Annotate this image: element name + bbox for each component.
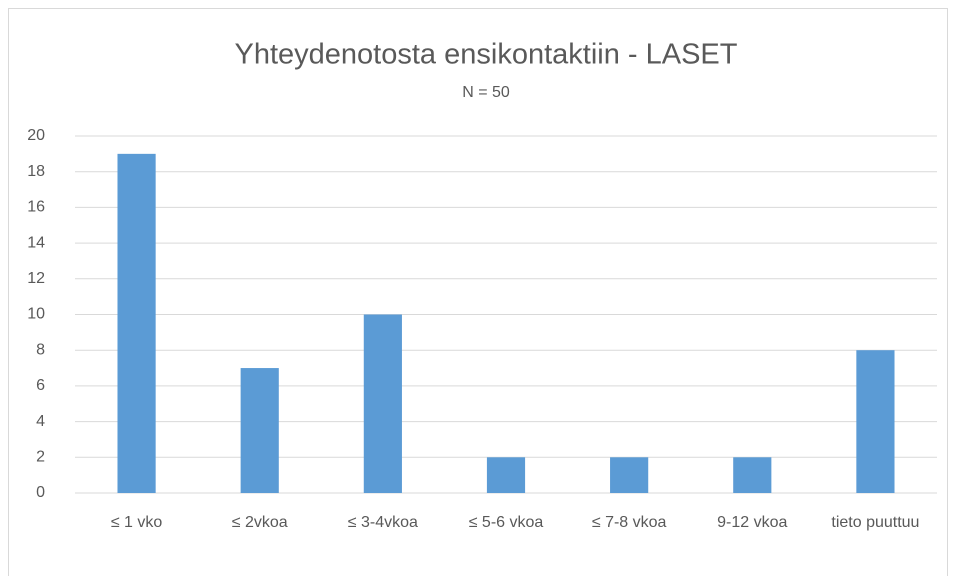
bar (856, 350, 895, 493)
bar (486, 457, 526, 493)
x-tick-label: ≤ 2vkoa (232, 514, 288, 531)
bar (117, 153, 156, 493)
y-tick-label: 2 (36, 449, 45, 466)
chart-title: Yhteydenotosta ensikontaktiin - LASET (235, 39, 738, 71)
y-tick-label: 8 (36, 341, 45, 358)
x-tick-label: ≤ 1 vko (111, 514, 163, 531)
y-tick-label: 12 (27, 270, 45, 287)
y-tick-label: 18 (27, 163, 45, 180)
bar (363, 314, 402, 493)
chart-subtitle: N = 50 (462, 84, 510, 101)
y-tick-label: 16 (27, 199, 45, 216)
y-tick-label: 6 (36, 377, 45, 394)
y-tick-label: 4 (36, 413, 45, 430)
bar (610, 457, 649, 493)
chart-border (8, 8, 948, 576)
x-tick-label: ≤ 5-6 vkoa (469, 514, 544, 531)
y-tick-label: 10 (27, 306, 45, 323)
x-tick-label: ≤ 7-8 vkoa (592, 514, 667, 531)
bar (733, 457, 772, 493)
y-tick-label: 14 (27, 234, 45, 251)
y-tick-label: 20 (27, 127, 45, 144)
x-tick-label: ≤ 3-4vkoa (348, 514, 418, 531)
x-tick-label: 9-12 vkoa (717, 514, 787, 531)
bar (240, 368, 279, 493)
x-tick-label: tieto puuttuu (831, 514, 919, 531)
y-tick-label: 0 (36, 484, 45, 501)
